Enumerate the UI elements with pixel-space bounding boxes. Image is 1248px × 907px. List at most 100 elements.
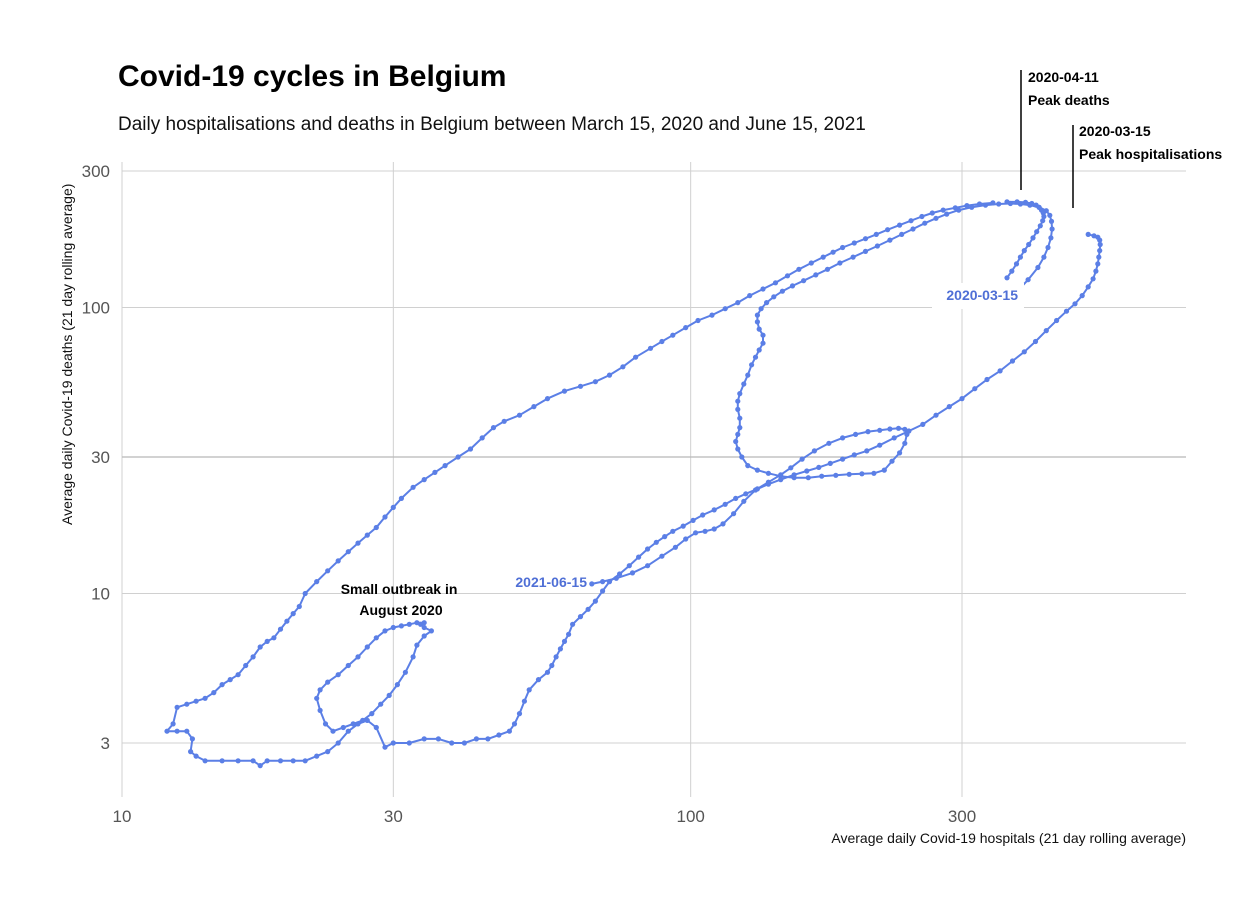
data-point [291, 758, 296, 763]
data-point [944, 212, 949, 217]
data-point [897, 223, 902, 228]
data-point [755, 486, 760, 491]
data-point [1030, 235, 1035, 240]
data-point [853, 432, 858, 437]
data-point [875, 243, 880, 248]
data-point [828, 461, 833, 466]
data-point [733, 439, 738, 444]
data-point [840, 435, 845, 440]
data-point [1009, 269, 1014, 274]
peak-deaths-date: 2020-04-11 [1028, 69, 1099, 85]
x-tick-label: 10 [113, 807, 132, 826]
data-point [1080, 293, 1085, 298]
data-point [325, 680, 330, 685]
data-point [785, 273, 790, 278]
data-point [536, 677, 541, 682]
x-axis-label: Average daily Covid-19 hospitals (21 day… [831, 830, 1186, 846]
data-point [175, 705, 180, 710]
data-point [801, 278, 806, 283]
data-point [382, 745, 387, 750]
data-point [600, 588, 605, 593]
data-point [712, 507, 717, 512]
data-point [1086, 284, 1091, 289]
data-point [346, 549, 351, 554]
data-point [735, 300, 740, 305]
peak-hosp-text: Peak hospitalisations [1079, 146, 1222, 162]
data-point [670, 529, 675, 534]
data-point [871, 471, 876, 476]
data-point [741, 499, 746, 504]
data-point [188, 749, 193, 754]
data-point [977, 201, 982, 206]
data-point [882, 468, 887, 473]
data-point [840, 245, 845, 250]
data-point [403, 670, 408, 675]
data-point [1054, 318, 1059, 323]
data-point [723, 306, 728, 311]
data-point [840, 457, 845, 462]
data-point [847, 472, 852, 477]
data-point [760, 286, 765, 291]
data-point [1045, 245, 1050, 250]
start-date-label: 2020-03-15 [946, 287, 1018, 303]
data-point [391, 505, 396, 510]
data-point [996, 201, 1001, 206]
data-point [670, 333, 675, 338]
data-point [211, 690, 216, 695]
data-point [760, 333, 765, 338]
data-point [755, 313, 760, 318]
data-point [720, 521, 725, 526]
data-point [1018, 255, 1023, 260]
data-point [578, 384, 583, 389]
data-point [374, 725, 379, 730]
data-point [863, 236, 868, 241]
data-point [570, 622, 575, 627]
data-point [456, 454, 461, 459]
data-point [593, 379, 598, 384]
data-point [859, 471, 864, 476]
data-point [351, 721, 356, 726]
data-point [545, 670, 550, 675]
data-point [411, 485, 416, 490]
data-point [737, 416, 742, 421]
data-point [554, 654, 559, 659]
data-point [271, 635, 276, 640]
data-point [852, 452, 857, 457]
data-point [1004, 275, 1009, 280]
data-point [662, 534, 667, 539]
data-point [545, 396, 550, 401]
data-point [792, 472, 797, 477]
data-point [821, 255, 826, 260]
data-point [739, 454, 744, 459]
data-point [837, 260, 842, 265]
data-point [297, 604, 302, 609]
data-point [800, 457, 805, 462]
data-point [228, 677, 233, 682]
data-point [1050, 226, 1055, 231]
data-point [745, 463, 750, 468]
data-point [908, 218, 913, 223]
data-point [693, 530, 698, 535]
data-point [747, 293, 752, 298]
data-point [933, 413, 938, 418]
data-point [512, 721, 517, 726]
data-point [764, 300, 769, 305]
y-axis-label: Average daily Covid-19 deaths (21 day ro… [59, 184, 75, 525]
data-point [220, 682, 225, 687]
data-point [659, 339, 664, 344]
data-point [1022, 248, 1027, 253]
data-point [941, 208, 946, 213]
data-point [436, 736, 441, 741]
data-point [673, 545, 678, 550]
data-point [617, 571, 622, 576]
x-tick-label: 100 [676, 807, 704, 826]
data-point [953, 205, 958, 210]
data-point [391, 740, 396, 745]
data-point [755, 319, 760, 324]
data-point [578, 614, 583, 619]
data-point [346, 729, 351, 734]
chart-title: Covid-19 cycles in Belgium [118, 60, 506, 93]
data-point [265, 639, 270, 644]
data-point [735, 407, 740, 412]
data-point [759, 306, 764, 311]
